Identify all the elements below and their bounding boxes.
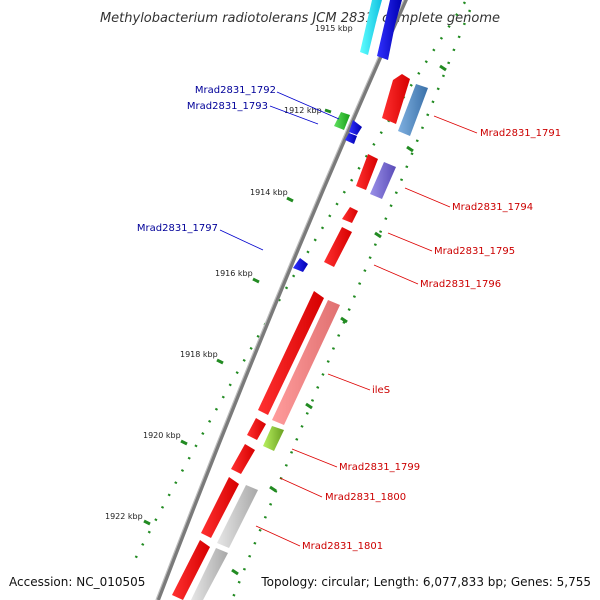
reverse-leader-lines [219,91,340,251]
gene-mrad2831-1800[interactable] [231,444,255,474]
gene-red-bottom[interactable] [172,540,210,600]
kbp-label-1918: 1918 kbp [180,350,218,359]
gene-mrad2831-1797[interactable] [293,258,308,272]
gene-mrad2831-1793b[interactable] [345,133,357,144]
label-mrad2831-1801[interactable]: Mrad2831_1801 [302,541,383,552]
label-mrad2831-1800[interactable]: Mrad2831_1800 [325,492,406,503]
gene-blue-top[interactable] [377,0,402,60]
gene-mrad2831-1796[interactable] [324,227,352,267]
label-mrad2831-1793[interactable]: Mrad2831_1793 [187,101,268,112]
gene-mrad2831-1799-protein[interactable] [263,426,284,451]
label-mrad2831-1791[interactable]: Mrad2831_1791 [480,128,561,139]
label-ileS[interactable]: ileS [372,385,390,396]
kbp-label-1914: 1914 kbp [250,188,288,197]
gene-mrad2831-1793[interactable] [349,120,362,135]
gene-mrad2831-1795[interactable] [342,207,358,223]
label-mrad2831-1797[interactable]: Mrad2831_1797 [137,223,218,234]
gene-ileS[interactable] [258,291,324,415]
label-mrad2831-1792[interactable]: Mrad2831_1792 [195,85,276,96]
label-mrad2831-1794[interactable]: Mrad2831_1794 [452,202,533,213]
gene-mrad2831-1794[interactable] [356,154,378,190]
kbp-label-1912: 1912 kbp [284,106,322,115]
gene-gray-bottom[interactable] [191,548,228,600]
tick-track-outer [130,1,467,566]
gene-mrad2831-1801[interactable] [201,477,239,538]
kbp-label-1915: 1915 kbp [315,24,353,33]
kbp-label-1916: 1916 kbp [215,269,253,278]
label-mrad2831-1799[interactable]: Mrad2831_1799 [339,462,420,473]
gene-mrad2831-1791-protein[interactable] [398,84,428,136]
gene-ileS-protein[interactable] [272,300,340,425]
label-mrad2831-1795[interactable]: Mrad2831_1795 [434,246,515,257]
label-mrad2831-1796[interactable]: Mrad2831_1796 [420,279,501,290]
accession-text: Accession: NC_010505 [9,575,146,589]
inner-tick-marks [231,64,447,576]
forward-leader-lines [255,115,478,547]
gene-mrad2831-1791[interactable] [382,74,410,124]
topology-text: Topology: circular; Length: 6,077,833 bp… [261,575,591,589]
kbp-label-1922: 1922 kbp [105,512,143,521]
gene-mrad2831-1794-protein[interactable] [370,162,396,199]
gene-mrad2831-1801-protein[interactable] [217,485,258,548]
gene-mrad2831-1799[interactable] [247,418,266,440]
kbp-label-1920: 1920 kbp [143,431,181,440]
tick-track-inner [230,9,472,600]
gene-mrad2831-1792[interactable] [334,112,350,130]
genome-backbone [156,0,408,600]
genome-backbone-highlight [155,0,405,600]
map-title: Methylobacterium radiotolerans JCM 2831,… [100,11,500,26]
kbp-tick-marks [143,108,332,526]
gene-cyan-top[interactable] [360,0,382,55]
